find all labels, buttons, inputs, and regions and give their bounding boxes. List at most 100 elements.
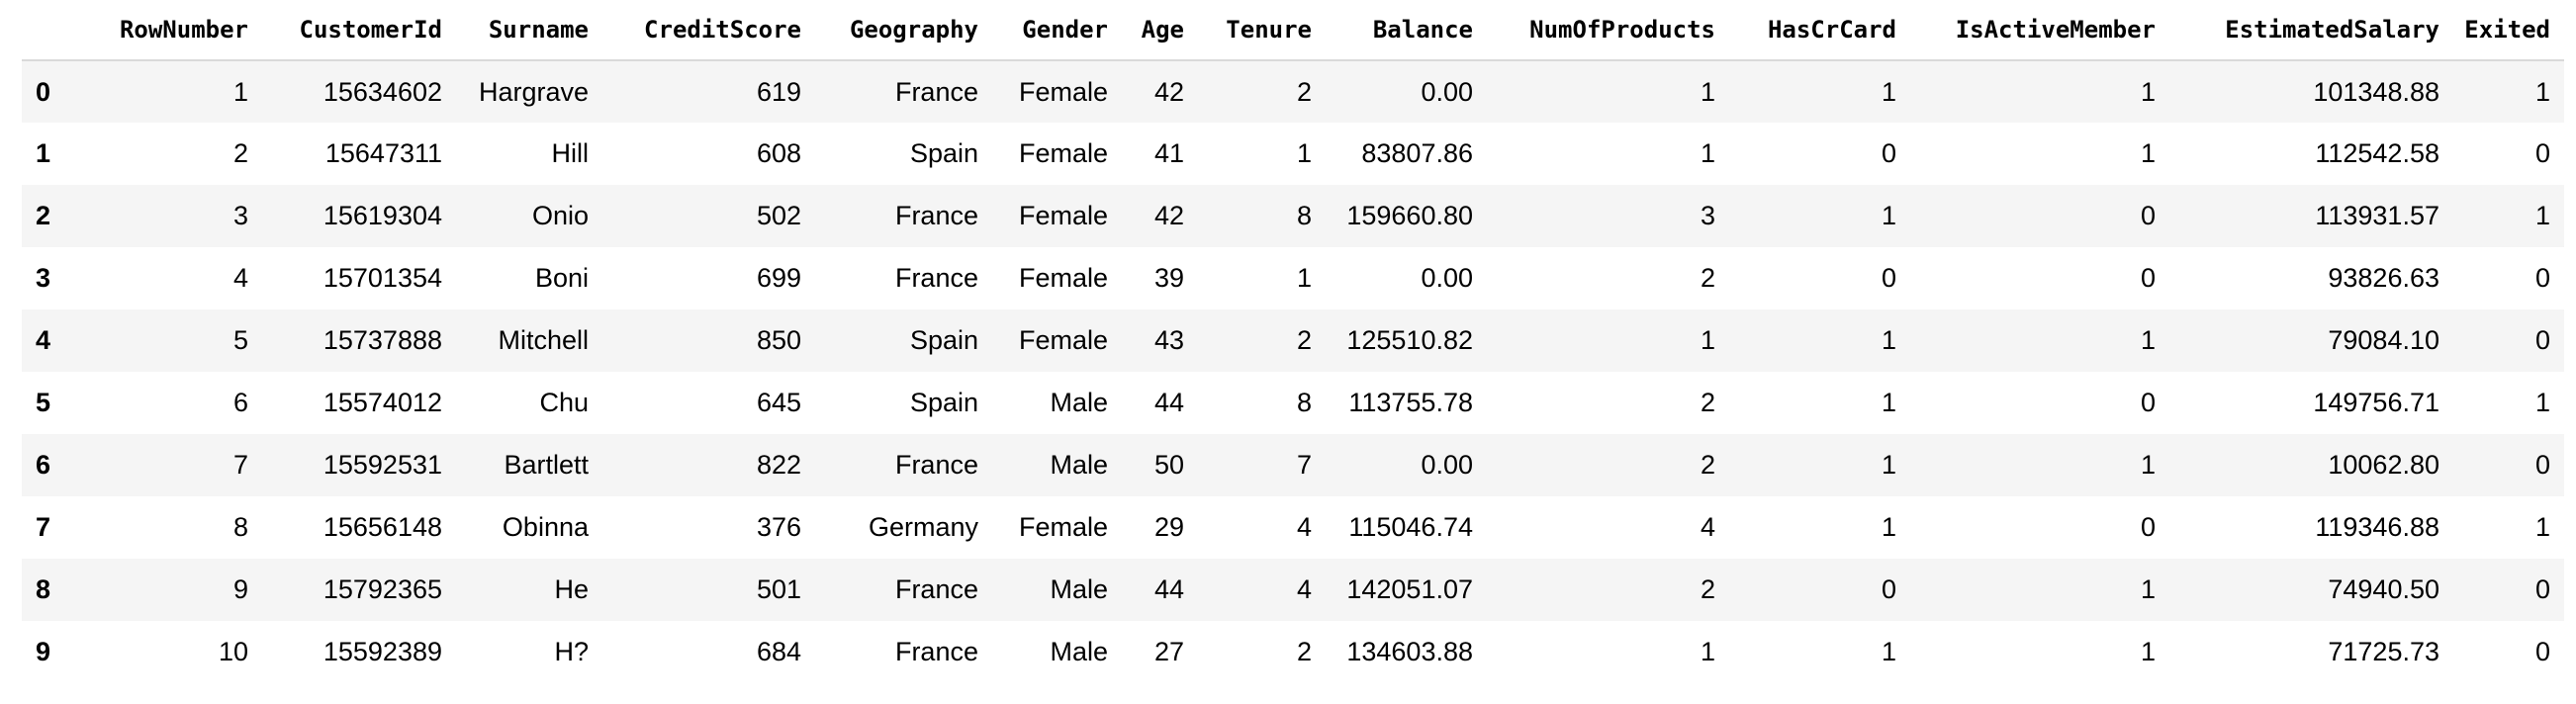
cell-surname: Obinna	[502, 512, 589, 542]
cell-geography: France	[894, 637, 978, 666]
index-header	[22, 0, 77, 61]
cell-hascrcard: 0	[1881, 138, 1896, 168]
cell-tenure: 2	[1296, 76, 1312, 107]
cell-rownumber: 3	[232, 201, 248, 230]
cell-exited: 0	[2534, 637, 2550, 666]
cell-hascrcard: 0	[1881, 263, 1896, 293]
cell-surname: Onio	[531, 201, 589, 230]
cell-age: 42	[1153, 76, 1184, 107]
column-header-tenure: Tenure	[1198, 0, 1326, 61]
cell-hascrcard: 1	[1881, 325, 1896, 355]
cell-customerid: 15592389	[322, 637, 442, 666]
cell-age: 27	[1153, 637, 1184, 666]
cell-geography: France	[894, 263, 978, 293]
row-index: 9	[36, 637, 51, 666]
cell-balance: 83807.86	[1361, 138, 1473, 168]
cell-isactivemember: 1	[2140, 325, 2156, 355]
cell-creditscore: 502	[756, 201, 801, 230]
cell-estimatedsalary: 10062.80	[2328, 450, 2439, 480]
cell-gender: Male	[1050, 574, 1108, 604]
cell-hascrcard: 1	[1881, 76, 1896, 107]
cell-customerid: 15647311	[324, 138, 442, 168]
column-header-balance: Balance	[1326, 0, 1487, 61]
cell-numofproducts: 1	[1700, 637, 1715, 666]
row-index: 3	[36, 263, 51, 293]
cell-exited: 0	[2534, 138, 2550, 168]
cell-creditscore: 608	[756, 138, 801, 168]
cell-surname: Boni	[534, 263, 589, 293]
cell-age: 39	[1153, 263, 1184, 293]
cell-tenure: 8	[1296, 388, 1312, 417]
cell-surname: Chu	[539, 388, 589, 417]
cell-estimatedsalary: 74940.50	[2328, 574, 2439, 604]
cell-creditscore: 699	[756, 263, 801, 293]
cell-gender: Female	[1018, 263, 1108, 293]
cell-creditscore: 850	[756, 325, 801, 355]
cell-tenure: 8	[1296, 201, 1312, 230]
cell-isactivemember: 0	[2140, 263, 2156, 293]
cell-exited: 0	[2534, 450, 2550, 480]
column-header-geography: Geography	[815, 0, 992, 61]
cell-exited: 0	[2534, 263, 2550, 293]
cell-age: 50	[1153, 450, 1184, 480]
cell-age: 42	[1153, 201, 1184, 230]
cell-isactivemember: 0	[2140, 388, 2156, 417]
cell-rownumber: 10	[218, 637, 248, 666]
cell-exited: 1	[2534, 201, 2550, 230]
cell-estimatedsalary: 113931.57	[2315, 201, 2439, 230]
cell-age: 29	[1153, 512, 1184, 542]
table-row: 2 3 15619304 Onio 502 France Female 42 8 159660.8…	[22, 185, 2564, 247]
cell-age: 43	[1153, 325, 1184, 355]
row-index: 1	[36, 138, 51, 168]
row-index: 8	[36, 574, 51, 604]
cell-balance: 0.00	[1421, 263, 1473, 293]
cell-customerid: 15634602	[322, 76, 442, 107]
cell-geography: Germany	[868, 512, 978, 542]
cell-surname: Mitchell	[498, 325, 589, 355]
cell-surname: H?	[554, 637, 589, 666]
cell-creditscore: 645	[756, 388, 801, 417]
cell-geography: France	[894, 450, 978, 480]
column-header-customerid: CustomerId	[262, 0, 456, 61]
cell-rownumber: 5	[232, 325, 248, 355]
cell-numofproducts: 2	[1700, 450, 1715, 480]
column-header-gender: Gender	[992, 0, 1122, 61]
cell-estimatedsalary: 79084.10	[2328, 325, 2439, 355]
table-row: 0 1 15634602 Hargrave 619 France Female 42 2 0.00…	[22, 60, 2564, 123]
header-row: RowNumber CustomerId Surname CreditScore…	[22, 0, 2564, 61]
cell-balance: 142051.07	[1346, 574, 1473, 604]
cell-creditscore: 822	[756, 450, 801, 480]
cell-balance: 113755.78	[1348, 388, 1473, 417]
cell-customerid: 15574012	[322, 388, 442, 417]
cell-estimatedsalary: 112542.58	[2315, 138, 2439, 168]
cell-tenure: 1	[1296, 263, 1312, 293]
cell-geography: France	[894, 201, 978, 230]
cell-balance: 0.00	[1421, 76, 1473, 107]
cell-balance: 125510.82	[1346, 325, 1473, 355]
cell-age: 41	[1153, 138, 1184, 168]
cell-exited: 1	[2534, 76, 2550, 107]
cell-geography: Spain	[909, 388, 978, 417]
column-header-estimatedsalary: EstimatedSalary	[2169, 0, 2453, 61]
cell-gender: Male	[1050, 450, 1108, 480]
cell-exited: 1	[2534, 388, 2550, 417]
cell-hascrcard: 1	[1881, 201, 1896, 230]
column-header-creditscore: CreditScore	[602, 0, 815, 61]
cell-isactivemember: 1	[2140, 450, 2156, 480]
cell-gender: Female	[1018, 138, 1108, 168]
cell-gender: Female	[1018, 201, 1108, 230]
cell-customerid: 15701354	[322, 263, 442, 293]
cell-exited: 1	[2534, 512, 2550, 542]
table-row: 1 2 15647311 Hill 608 Spain Female 41 1 83807.86 1…	[22, 123, 2564, 185]
cell-customerid: 15656148	[322, 512, 442, 542]
cell-balance: 134603.88	[1346, 637, 1473, 666]
cell-tenure: 2	[1296, 637, 1312, 666]
cell-estimatedsalary: 149756.71	[2313, 388, 2439, 417]
cell-numofproducts: 1	[1700, 138, 1715, 168]
cell-isactivemember: 1	[2140, 138, 2156, 168]
cell-numofproducts: 2	[1700, 574, 1715, 604]
cell-hascrcard: 1	[1881, 512, 1896, 542]
cell-surname: Bartlett	[504, 450, 589, 480]
cell-tenure: 4	[1296, 574, 1312, 604]
cell-numofproducts: 1	[1700, 325, 1715, 355]
